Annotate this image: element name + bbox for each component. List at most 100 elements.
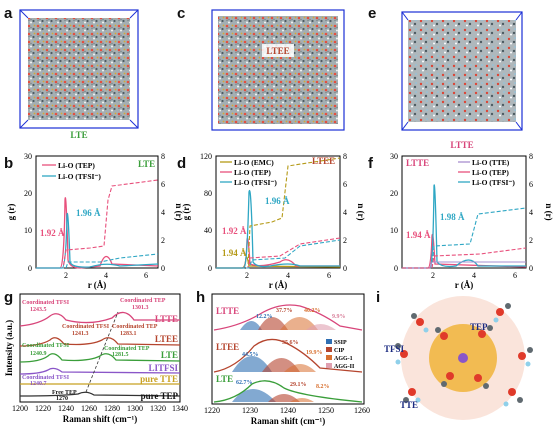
yticks-right-b: 0 2 4 6 8 [161,152,165,273]
svg-text:4: 4 [161,208,165,217]
peak-agg1-ltee [284,364,316,372]
series-label-ltee: LTEE [155,334,178,344]
panel-i: i TEP TFSI TTE [376,289,533,420]
svg-text:4: 4 [286,271,290,280]
series-label-litfsi: LITFSI [148,363,178,373]
raman-fit-ltee [213,338,363,373]
svg-text:1220: 1220 [35,404,51,413]
svg-text:Coordinated TFSI: Coordinated TFSI [22,300,70,306]
panel-f-letter: f [368,155,374,172]
gr-curve-tep-f [402,234,527,269]
svg-text:1200: 1200 [12,404,28,413]
series-label-pure-tep: pure TEP [141,391,179,401]
nr-curve-tep-f [402,247,527,269]
peak-ssip-ltee [232,356,272,372]
panel-g: g Intensity (a.u.) 1200 1220 1240 1260 1… [4,289,188,424]
raman-curve-ltte [19,311,180,327]
svg-text:8: 8 [529,152,533,161]
svg-text:0: 0 [161,264,165,273]
ylabel-right-d: n (r) [356,203,366,220]
svg-text:8: 8 [343,152,347,161]
svg-text:40: 40 [204,226,212,235]
system-label-e: LTTE [450,140,473,150]
ann-d-tfsi: 1.96 Å [265,196,290,206]
gr-curve-tfsi-f [402,184,526,269]
svg-text:6: 6 [529,180,533,189]
svg-text:40.2%: 40.2% [304,308,321,314]
plot-frame-f [401,155,527,269]
svg-text:4: 4 [529,208,533,217]
svg-text:35.6%: 35.6% [282,340,299,346]
svg-text:0: 0 [208,264,212,273]
tag-d: LTEE [312,156,335,166]
series-label-ltte: LTTE [155,314,178,324]
legend-b-tep: Li-O (TEP) [58,161,95,170]
series-label-lte: LTE [161,350,178,360]
tag-b: LTE [138,159,155,169]
svg-text:Coordinated TEP: Coordinated TEP [112,324,158,330]
svg-text:120: 120 [200,152,212,161]
svg-text:12.2%: 12.2% [256,314,273,320]
plot-frame-b [35,155,159,269]
svg-text:29.1%: 29.1% [290,382,307,388]
svg-text:1240: 1240 [280,406,296,415]
ann-f-tfsi: 1.98 Å [440,212,465,222]
label-tfsi: TFSI [384,344,405,354]
svg-text:9.9%: 9.9% [332,314,346,320]
series-label-h-ltee: LTEE [216,342,239,352]
panel-e: e LTTE [368,5,523,150]
raman-fit-lte [213,380,363,403]
svg-text:1220: 1220 [204,406,220,415]
svg-text:6: 6 [327,271,331,280]
svg-text:1260: 1260 [354,406,370,415]
peak-cip-ltte [258,317,288,330]
gr-curve-tfsi-d [216,189,340,269]
panel-b-letter: b [4,155,13,172]
svg-text:10: 10 [390,226,398,235]
svg-text:CIP: CIP [334,348,345,354]
svg-text:1281.5: 1281.5 [112,352,129,358]
xtick-b-4: 4 [104,271,108,280]
series-label-pure-tte: pure TTE [140,374,178,384]
series-label-h-ltte: LTTE [216,306,239,316]
legend-f-tep: Li-O (TEP) [472,168,509,177]
ann-b-tfsi: 1.96 Å [76,208,101,218]
molecular-snapshot-a [28,18,130,120]
svg-text:AGG-II: AGG-II [334,364,355,370]
panel-d: d 0 40 80 120 0 2 4 6 8 2 4 6 r (Å) g (r… [177,152,366,290]
svg-text:8.2%: 8.2% [316,384,330,390]
svg-text:AGG-1: AGG-1 [334,356,353,362]
nr-curve-tep-b [36,179,159,269]
ylabel-left-b: g (r) [6,204,16,221]
svg-text:1240.7: 1240.7 [30,381,47,387]
panel-e-letter: e [368,5,376,22]
svg-text:10: 10 [24,226,32,235]
peak-ssip-lte [232,389,276,402]
svg-text:1301.3: 1301.3 [132,305,149,311]
panel-a: a LTE [4,5,139,140]
ylabel-right-b: n (r) [174,203,184,220]
panel-c: c LTEE [177,5,345,131]
system-label-a: LTE [70,130,87,140]
svg-text:2: 2 [245,271,249,280]
svg-text:1250: 1250 [318,406,334,415]
xlabel-g: Raman shift (cm⁻¹) [63,414,137,424]
legend-d-emc: Li-O (EMC) [234,158,274,167]
panel-a-letter: a [4,5,13,22]
svg-text:20: 20 [390,189,398,198]
svg-text:Coordinated TFSI: Coordinated TFSI [62,324,110,330]
xlabel-d: r (Å) [269,280,288,290]
panel-g-letter: g [4,289,13,306]
svg-text:Coordinated TEP: Coordinated TEP [120,298,166,304]
svg-text:1280: 1280 [104,404,120,413]
svg-text:30: 30 [24,152,32,161]
svg-text:1320: 1320 [150,404,166,413]
panel-f: f 0 10 20 30 0 2 4 6 8 2 4 6 r (Å) n (r)… [368,152,554,290]
ann-d-emc: 1.94 Å [222,248,247,258]
peak-cip-lte [268,394,300,402]
svg-text:1243.5: 1243.5 [30,307,47,313]
legend-f-tte: Li-O (TTE) [472,158,510,167]
panel-b: b 0 10 20 30 0 2 4 6 8 2 4 6 r (Å) g (r)… [4,152,184,290]
svg-text:1230: 1230 [242,406,258,415]
